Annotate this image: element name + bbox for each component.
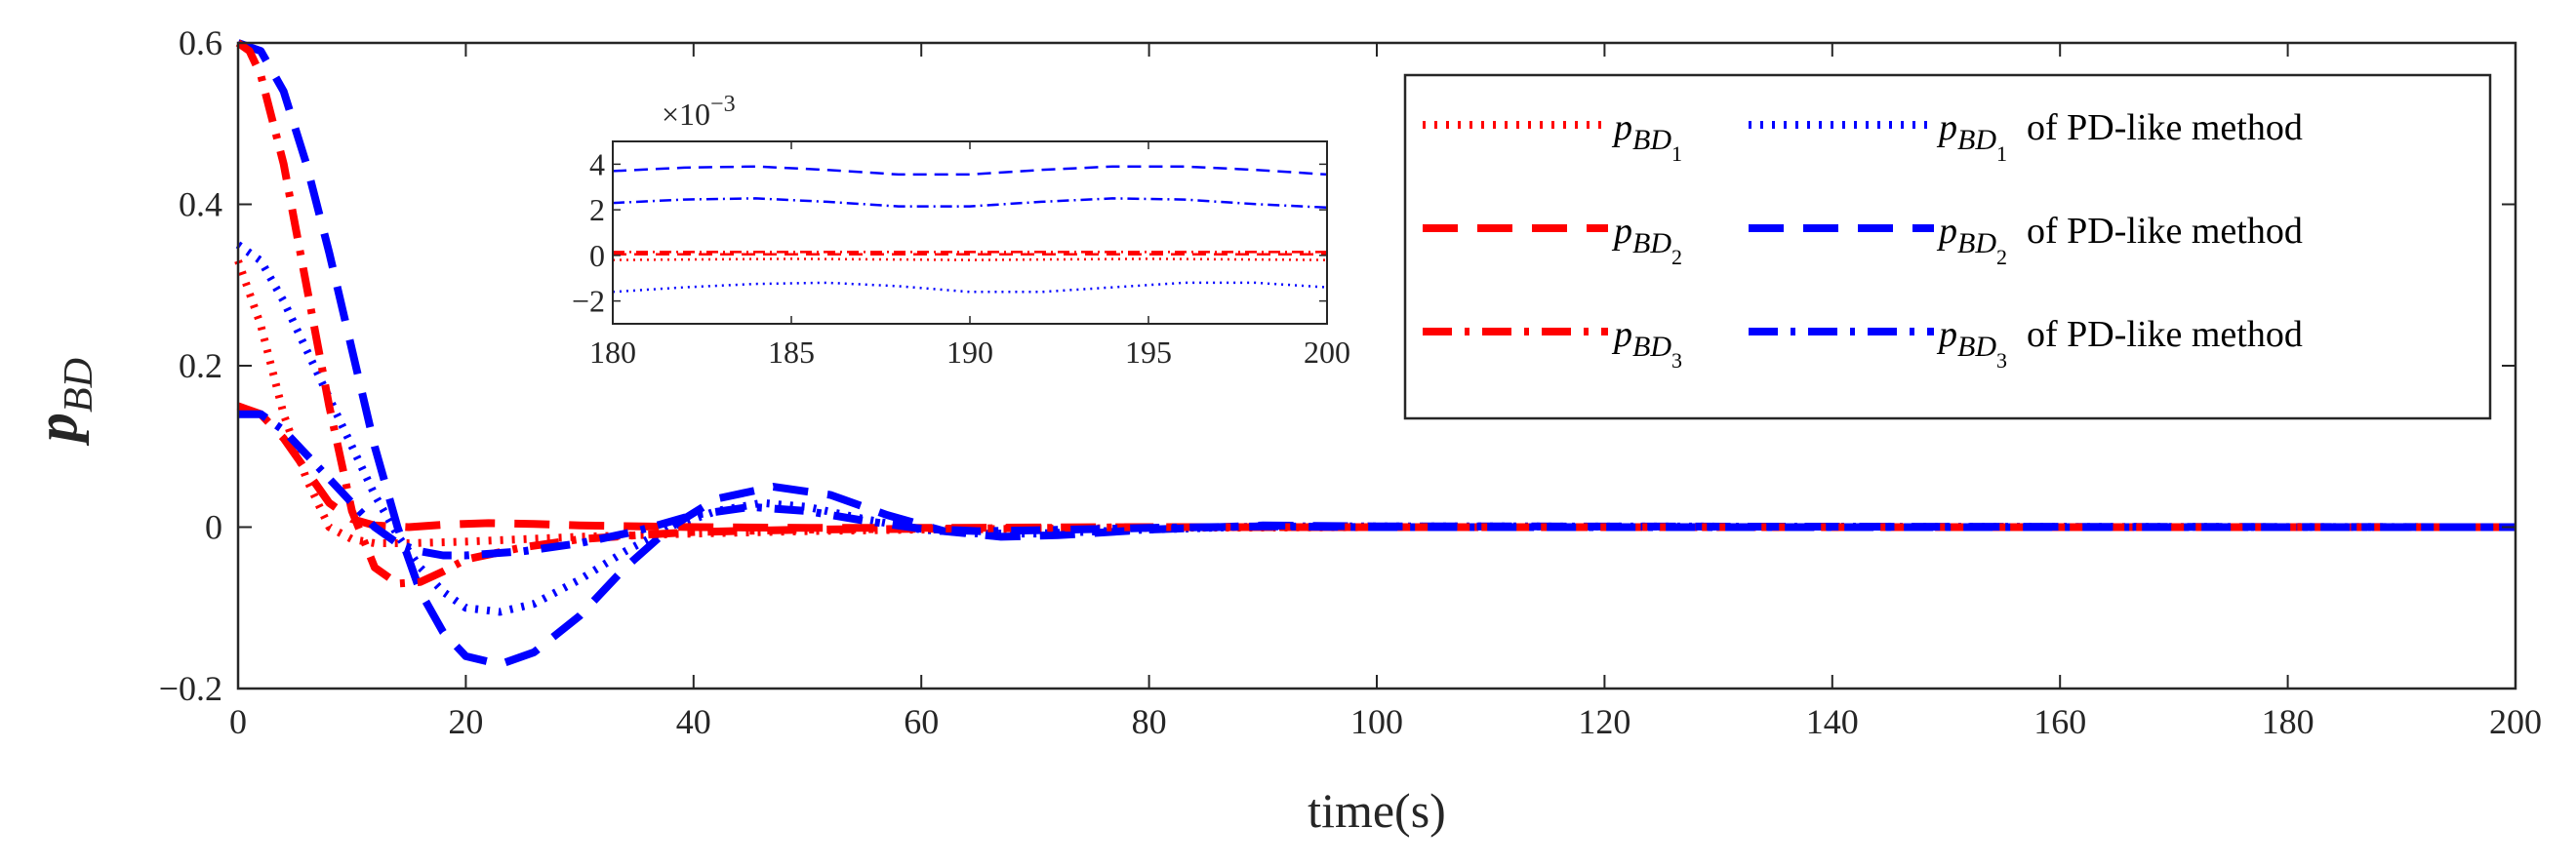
series-line-p-bd2-of-pd-like-method <box>236 39 2516 669</box>
inset-x-tick-label: 200 <box>1304 335 1350 370</box>
x-axis-title: time(s) <box>1308 783 1446 838</box>
x-tick-label: 40 <box>676 702 711 741</box>
inset-x-tick-label: 185 <box>768 335 815 370</box>
inset-y-tick-label: −2 <box>572 284 605 319</box>
y-tick-label: 0 <box>205 508 222 547</box>
y-axis-title: pBD <box>24 358 101 447</box>
legend-label-p-bd1: pBD1 <box>1611 107 1682 166</box>
legend-label-p-bd3: pBD3 <box>1611 314 1682 373</box>
legend-box <box>1403 73 2492 420</box>
series-line-p-bd1-of-pd-like-method <box>235 241 2516 616</box>
legend-samples <box>1423 121 1934 335</box>
inset-y-tick-label: 2 <box>589 192 605 227</box>
x-tick-label: 0 <box>229 702 247 741</box>
y-axis-title-sub: BD <box>57 358 101 413</box>
x-tick-label: 180 <box>2262 702 2314 741</box>
inset-exponent-base: ×10 <box>662 97 710 132</box>
main-axis-ticks: 0 20 40 60 80 100 120 140 160 180 200−0.200.20.40.… <box>159 23 2542 741</box>
inset-x-tick-label: 180 <box>589 335 636 370</box>
inset-series-line-p-bd3-of-pd-like-method <box>612 197 1328 210</box>
inset-series-group <box>612 165 1328 294</box>
inset-y-tick-label: 4 <box>589 146 605 181</box>
series-line-p-bd2 <box>236 402 2516 532</box>
y-tick-label: 0.6 <box>179 23 222 62</box>
x-tick-label: 200 <box>2489 702 2542 741</box>
inset-series-line-p-bd1 <box>612 257 1328 261</box>
x-tick-label: 160 <box>2033 702 2086 741</box>
series-line-p-bd3-of-pd-like-method <box>238 410 2516 560</box>
y-axis-title-main: p <box>24 413 89 447</box>
legend: pBD1 pBD1of PD-like method pBD2 pBD2of P… <box>1403 73 2492 420</box>
y-tick-label: 0.2 <box>179 346 222 385</box>
inset-series-line-p-bd2-of-pd-like-method <box>612 165 1328 177</box>
y-tick-label: 0.4 <box>179 185 222 224</box>
series-line-p-bd3 <box>235 39 2516 588</box>
inset-background <box>613 141 1327 324</box>
inset-y-tick-label: 0 <box>589 238 605 273</box>
x-tick-label: 140 <box>1806 702 1859 741</box>
inset-axis-ticks: 180 185 190 195 200 −2 0 2 4 <box>572 141 1350 370</box>
x-tick-label: 120 <box>1578 702 1630 741</box>
y-tick-label: −0.2 <box>159 669 222 708</box>
main-series-group <box>234 39 2516 669</box>
legend-label-p-bd2: pBD2 <box>1611 211 1682 269</box>
inset-series-line-p-bd1-of-pd-like-method <box>612 281 1328 294</box>
legend-label-p-bd2-pd-like: pBD2of PD-like method <box>1936 211 2303 269</box>
inset-exponent-power: −3 <box>710 92 736 117</box>
x-tick-label: 80 <box>1132 702 1167 741</box>
x-tick-label: 60 <box>904 702 939 741</box>
inset-x-tick-label: 190 <box>946 335 993 370</box>
x-tick-label: 100 <box>1350 702 1403 741</box>
inset-axes: 180 185 190 195 200 −2 0 2 4 ×10−3 <box>572 92 1350 370</box>
inset-x-tick-label: 195 <box>1125 335 1172 370</box>
legend-label-p-bd3-pd-like: pBD3of PD-like method <box>1936 314 2303 373</box>
inset-exponent-label: ×10−3 <box>662 92 736 132</box>
legend-label-p-bd1-pd-like: pBD1of PD-like method <box>1936 107 2303 166</box>
x-tick-label: 20 <box>448 702 483 741</box>
